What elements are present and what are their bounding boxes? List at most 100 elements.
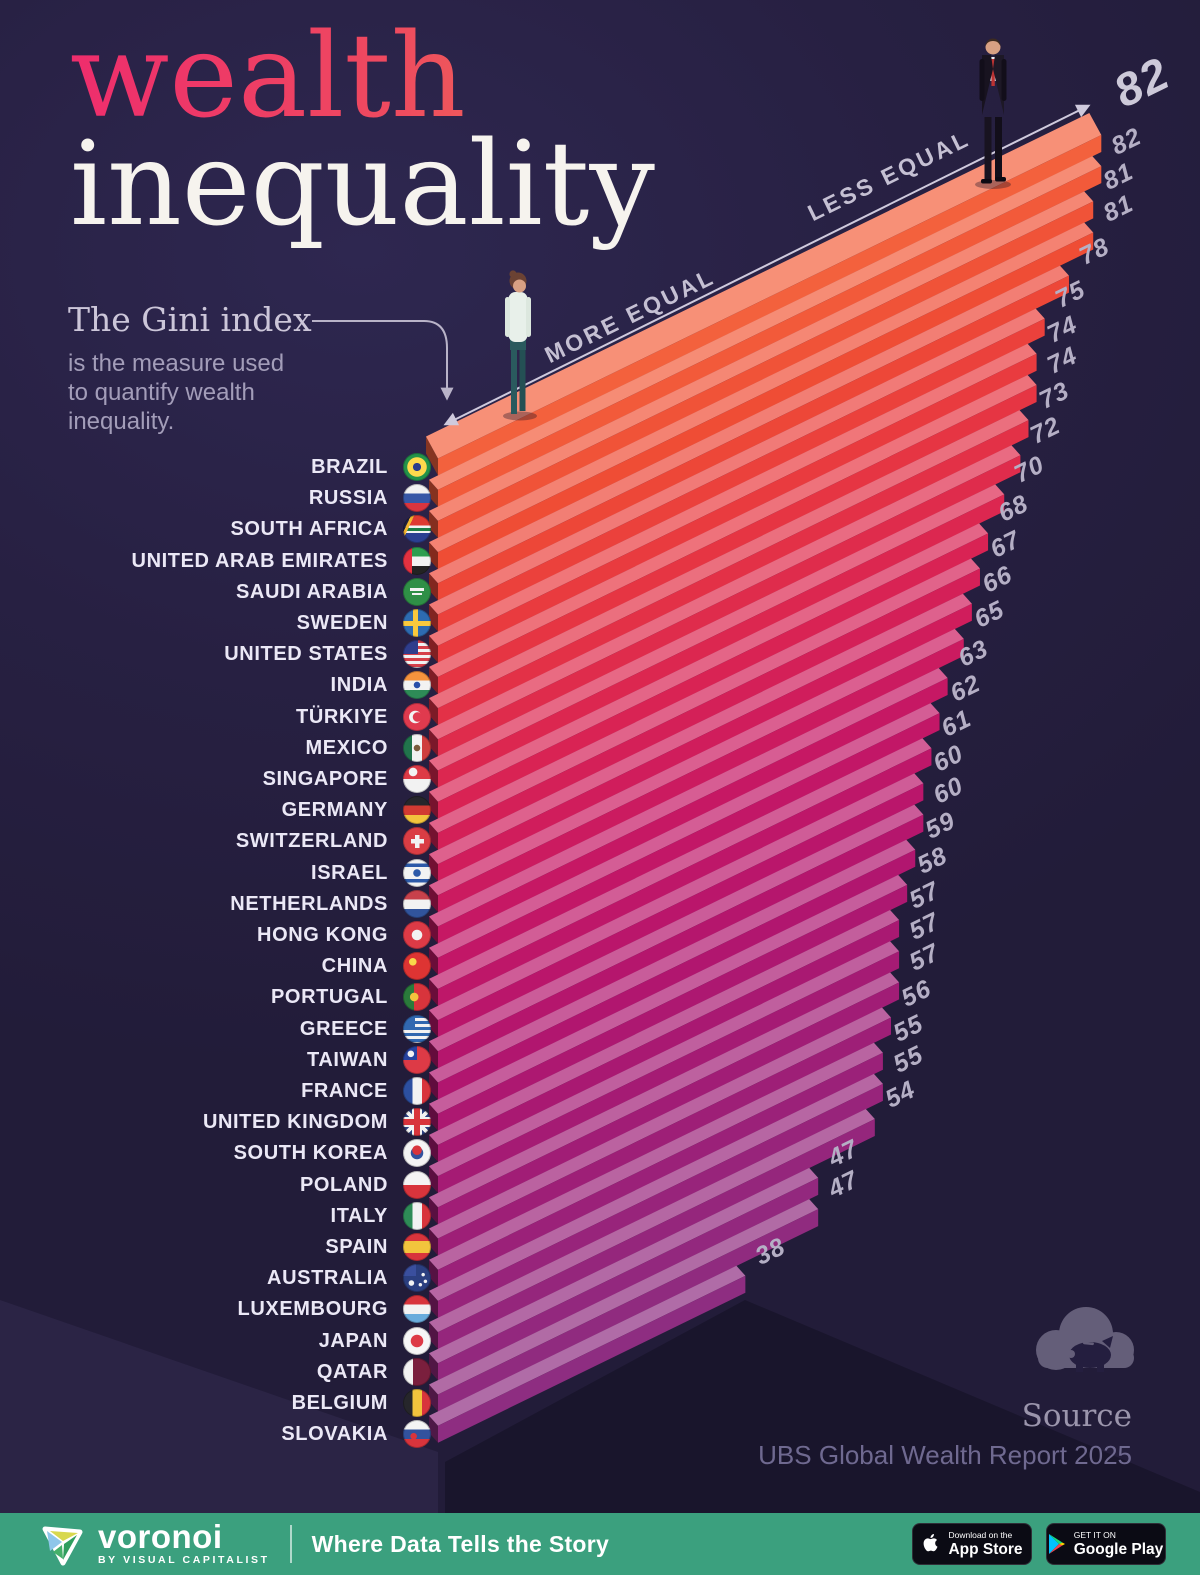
bar-front-face — [438, 1052, 883, 1287]
bar-slovakia — [429, 1265, 746, 1443]
bar-side-face — [429, 1228, 438, 1256]
gini-definition-line-2: to quantify wealth — [68, 379, 255, 406]
bar-front-face — [438, 1177, 819, 1381]
bar-taiwan — [429, 804, 924, 1069]
bar-top-face — [429, 839, 916, 1083]
bar-top-face — [429, 593, 972, 865]
bar-side-face — [429, 947, 438, 975]
bar-south-korea — [429, 910, 900, 1162]
bar-qatar — [429, 1167, 819, 1381]
bar-side-face — [429, 854, 438, 882]
bar-side-face — [429, 916, 438, 944]
title-wealth: wealth — [70, 17, 655, 136]
bar-side-face — [429, 1197, 438, 1225]
bar-side-face — [429, 729, 438, 757]
bar-top-face — [429, 667, 948, 927]
equality-axis-arrow — [443, 104, 1091, 426]
brand-name: voronoi — [98, 1518, 223, 1555]
bar-israel — [429, 593, 972, 882]
app-store-badge[interactable]: Download on the App Store — [912, 1523, 1032, 1565]
title-inequality: inequality — [70, 117, 655, 253]
bar-top-face — [429, 910, 900, 1145]
footer-tagline: Where Data Tells the Story — [311, 1530, 610, 1557]
bar-switzerland — [429, 558, 980, 850]
bar-front-face — [438, 982, 900, 1225]
bar-side-face — [429, 1384, 438, 1412]
bar-top-face — [429, 1265, 746, 1426]
footer-divider — [289, 1525, 292, 1563]
bar-side-face — [429, 635, 438, 663]
bar-top-face — [429, 1007, 891, 1239]
bar-front-face — [438, 814, 924, 1069]
google-play-icon — [1048, 1534, 1065, 1554]
bar-side-face — [429, 822, 438, 850]
bar-top-face — [429, 738, 932, 989]
bar-top-face — [429, 804, 924, 1052]
bar-france — [429, 839, 916, 1100]
bar-side-face — [429, 1103, 438, 1131]
source-text: UBS Global Wealth Report 2025 — [758, 1440, 1132, 1470]
bar-poland — [429, 941, 900, 1194]
bar-front-face — [438, 420, 1029, 726]
bar-front-face — [438, 1017, 891, 1256]
bar-front-face — [438, 638, 964, 913]
bar-side-face — [429, 698, 438, 726]
bar-front-face — [438, 494, 1005, 788]
bar-spain — [429, 1007, 891, 1256]
google-play-badge-top-text: GET IT ON — [1073, 1530, 1116, 1540]
bar-side-face — [429, 1259, 438, 1287]
bar-front-face — [438, 455, 1021, 757]
gini-definition: The Gini index is the measure used to qu… — [68, 300, 312, 436]
bar-top-face — [429, 484, 1005, 771]
bar-portugal — [429, 738, 932, 1006]
source-logo-piggy-cloud-icon — [1036, 1307, 1134, 1372]
bar-side-face — [429, 978, 438, 1006]
bar-side-face — [429, 1166, 438, 1194]
bar-front-face — [438, 783, 924, 1038]
bar-singapore — [429, 484, 1005, 788]
bar-greece — [429, 773, 924, 1038]
brand-block: voronoi BY VISUAL CAPITALIST — [98, 1518, 270, 1566]
bar-front-face — [438, 384, 1037, 694]
floor-highlight — [0, 1300, 438, 1575]
bar-side-face — [429, 1353, 438, 1381]
bar-front-face — [438, 713, 940, 975]
bar-front-face — [438, 1119, 875, 1350]
bar-t-rkiye — [429, 410, 1029, 726]
bar-side-face — [429, 1290, 438, 1318]
bar-top-face — [429, 1167, 819, 1364]
bar-top-face — [429, 1073, 883, 1301]
bar-mexico — [429, 445, 1021, 757]
bars-cast-shadow — [445, 1300, 1200, 1575]
bar-side-face — [429, 542, 438, 570]
bar-top-face — [429, 410, 1029, 709]
bar-top-face — [429, 445, 1021, 740]
google-play-badge-bottom-text: Google Play — [1073, 1540, 1164, 1558]
bar-side-face — [429, 1041, 438, 1069]
bar-front-face — [438, 1209, 819, 1412]
footer-bar: voronoi BY VISUAL CAPITALIST Where Data … — [0, 1513, 1200, 1575]
bar-top-face — [429, 1042, 883, 1270]
bar-side-face — [429, 1010, 438, 1038]
bar-side-face — [429, 885, 438, 913]
gini-callout-arrow — [312, 320, 454, 401]
gini-definition-lead: The Gini index — [68, 300, 312, 339]
google-play-badge[interactable]: GET IT ON Google Play — [1046, 1523, 1166, 1565]
bar-top-face — [429, 703, 940, 958]
bar-side-face — [429, 573, 438, 601]
bar-side-face — [429, 604, 438, 632]
bar-hong-kong — [429, 667, 948, 944]
source-label: Source — [1021, 1398, 1132, 1434]
bar-top-face — [429, 558, 980, 833]
bar-front-face — [438, 677, 948, 944]
bar-top-face — [429, 773, 924, 1021]
bar-side-face — [429, 1072, 438, 1100]
bar-side-face — [429, 760, 438, 788]
bar-side-face — [429, 791, 438, 819]
bar-top-face — [429, 1199, 819, 1395]
bar-front-face — [438, 884, 908, 1131]
bar-japan — [429, 1109, 875, 1350]
bar-front-face — [438, 849, 916, 1100]
